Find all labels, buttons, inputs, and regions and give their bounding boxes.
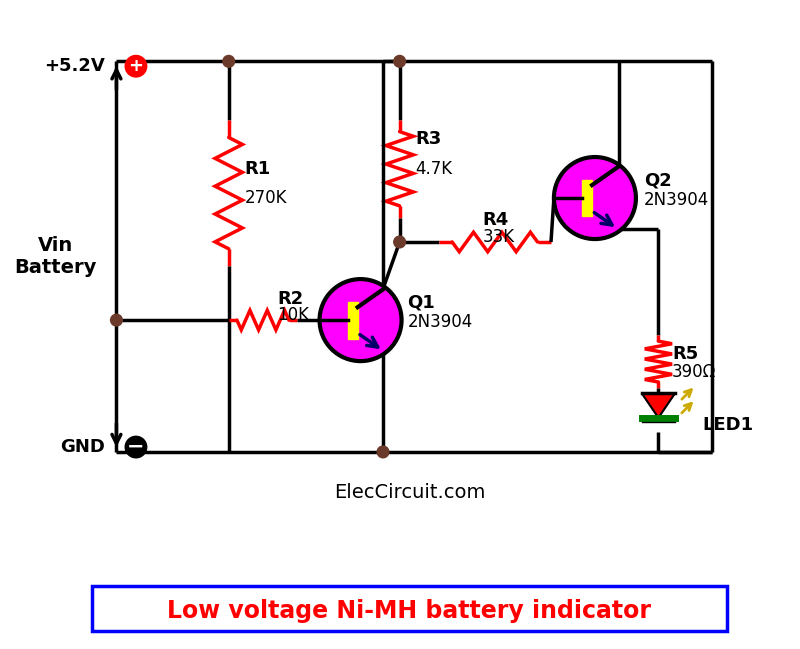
Text: +5.2V: +5.2V — [44, 57, 105, 75]
Text: ElecCircuit.com: ElecCircuit.com — [334, 484, 485, 502]
Circle shape — [394, 55, 406, 67]
Text: Q1: Q1 — [407, 293, 435, 312]
Circle shape — [394, 236, 406, 248]
Text: R4: R4 — [482, 212, 509, 230]
Text: Low voltage Ni-MH battery indicator: Low voltage Ni-MH battery indicator — [167, 599, 651, 623]
Text: 2N3904: 2N3904 — [644, 191, 709, 209]
Circle shape — [554, 157, 636, 239]
Text: 270K: 270K — [244, 189, 287, 207]
Polygon shape — [642, 393, 675, 418]
Text: 4.7K: 4.7K — [415, 160, 452, 178]
Circle shape — [223, 55, 234, 67]
Text: 2N3904: 2N3904 — [407, 313, 473, 331]
Text: 33K: 33K — [482, 228, 514, 246]
Circle shape — [126, 436, 146, 458]
Text: GND: GND — [60, 438, 105, 456]
Text: LED1: LED1 — [702, 415, 754, 434]
Text: R3: R3 — [415, 130, 442, 149]
Text: R5: R5 — [672, 345, 698, 363]
FancyBboxPatch shape — [92, 585, 726, 631]
Text: 390Ω: 390Ω — [672, 363, 717, 381]
Text: R2: R2 — [278, 289, 304, 308]
Text: R1: R1 — [244, 160, 270, 178]
Text: 10K: 10K — [278, 306, 310, 324]
Text: Vin
Battery: Vin Battery — [14, 236, 97, 277]
Circle shape — [126, 55, 146, 77]
Circle shape — [319, 279, 402, 361]
Circle shape — [377, 446, 389, 458]
Bar — [582, 180, 592, 217]
Text: Q2: Q2 — [644, 171, 671, 190]
Bar — [348, 302, 358, 339]
Circle shape — [110, 314, 122, 326]
Text: +: + — [129, 57, 143, 75]
Text: −: − — [127, 437, 145, 457]
